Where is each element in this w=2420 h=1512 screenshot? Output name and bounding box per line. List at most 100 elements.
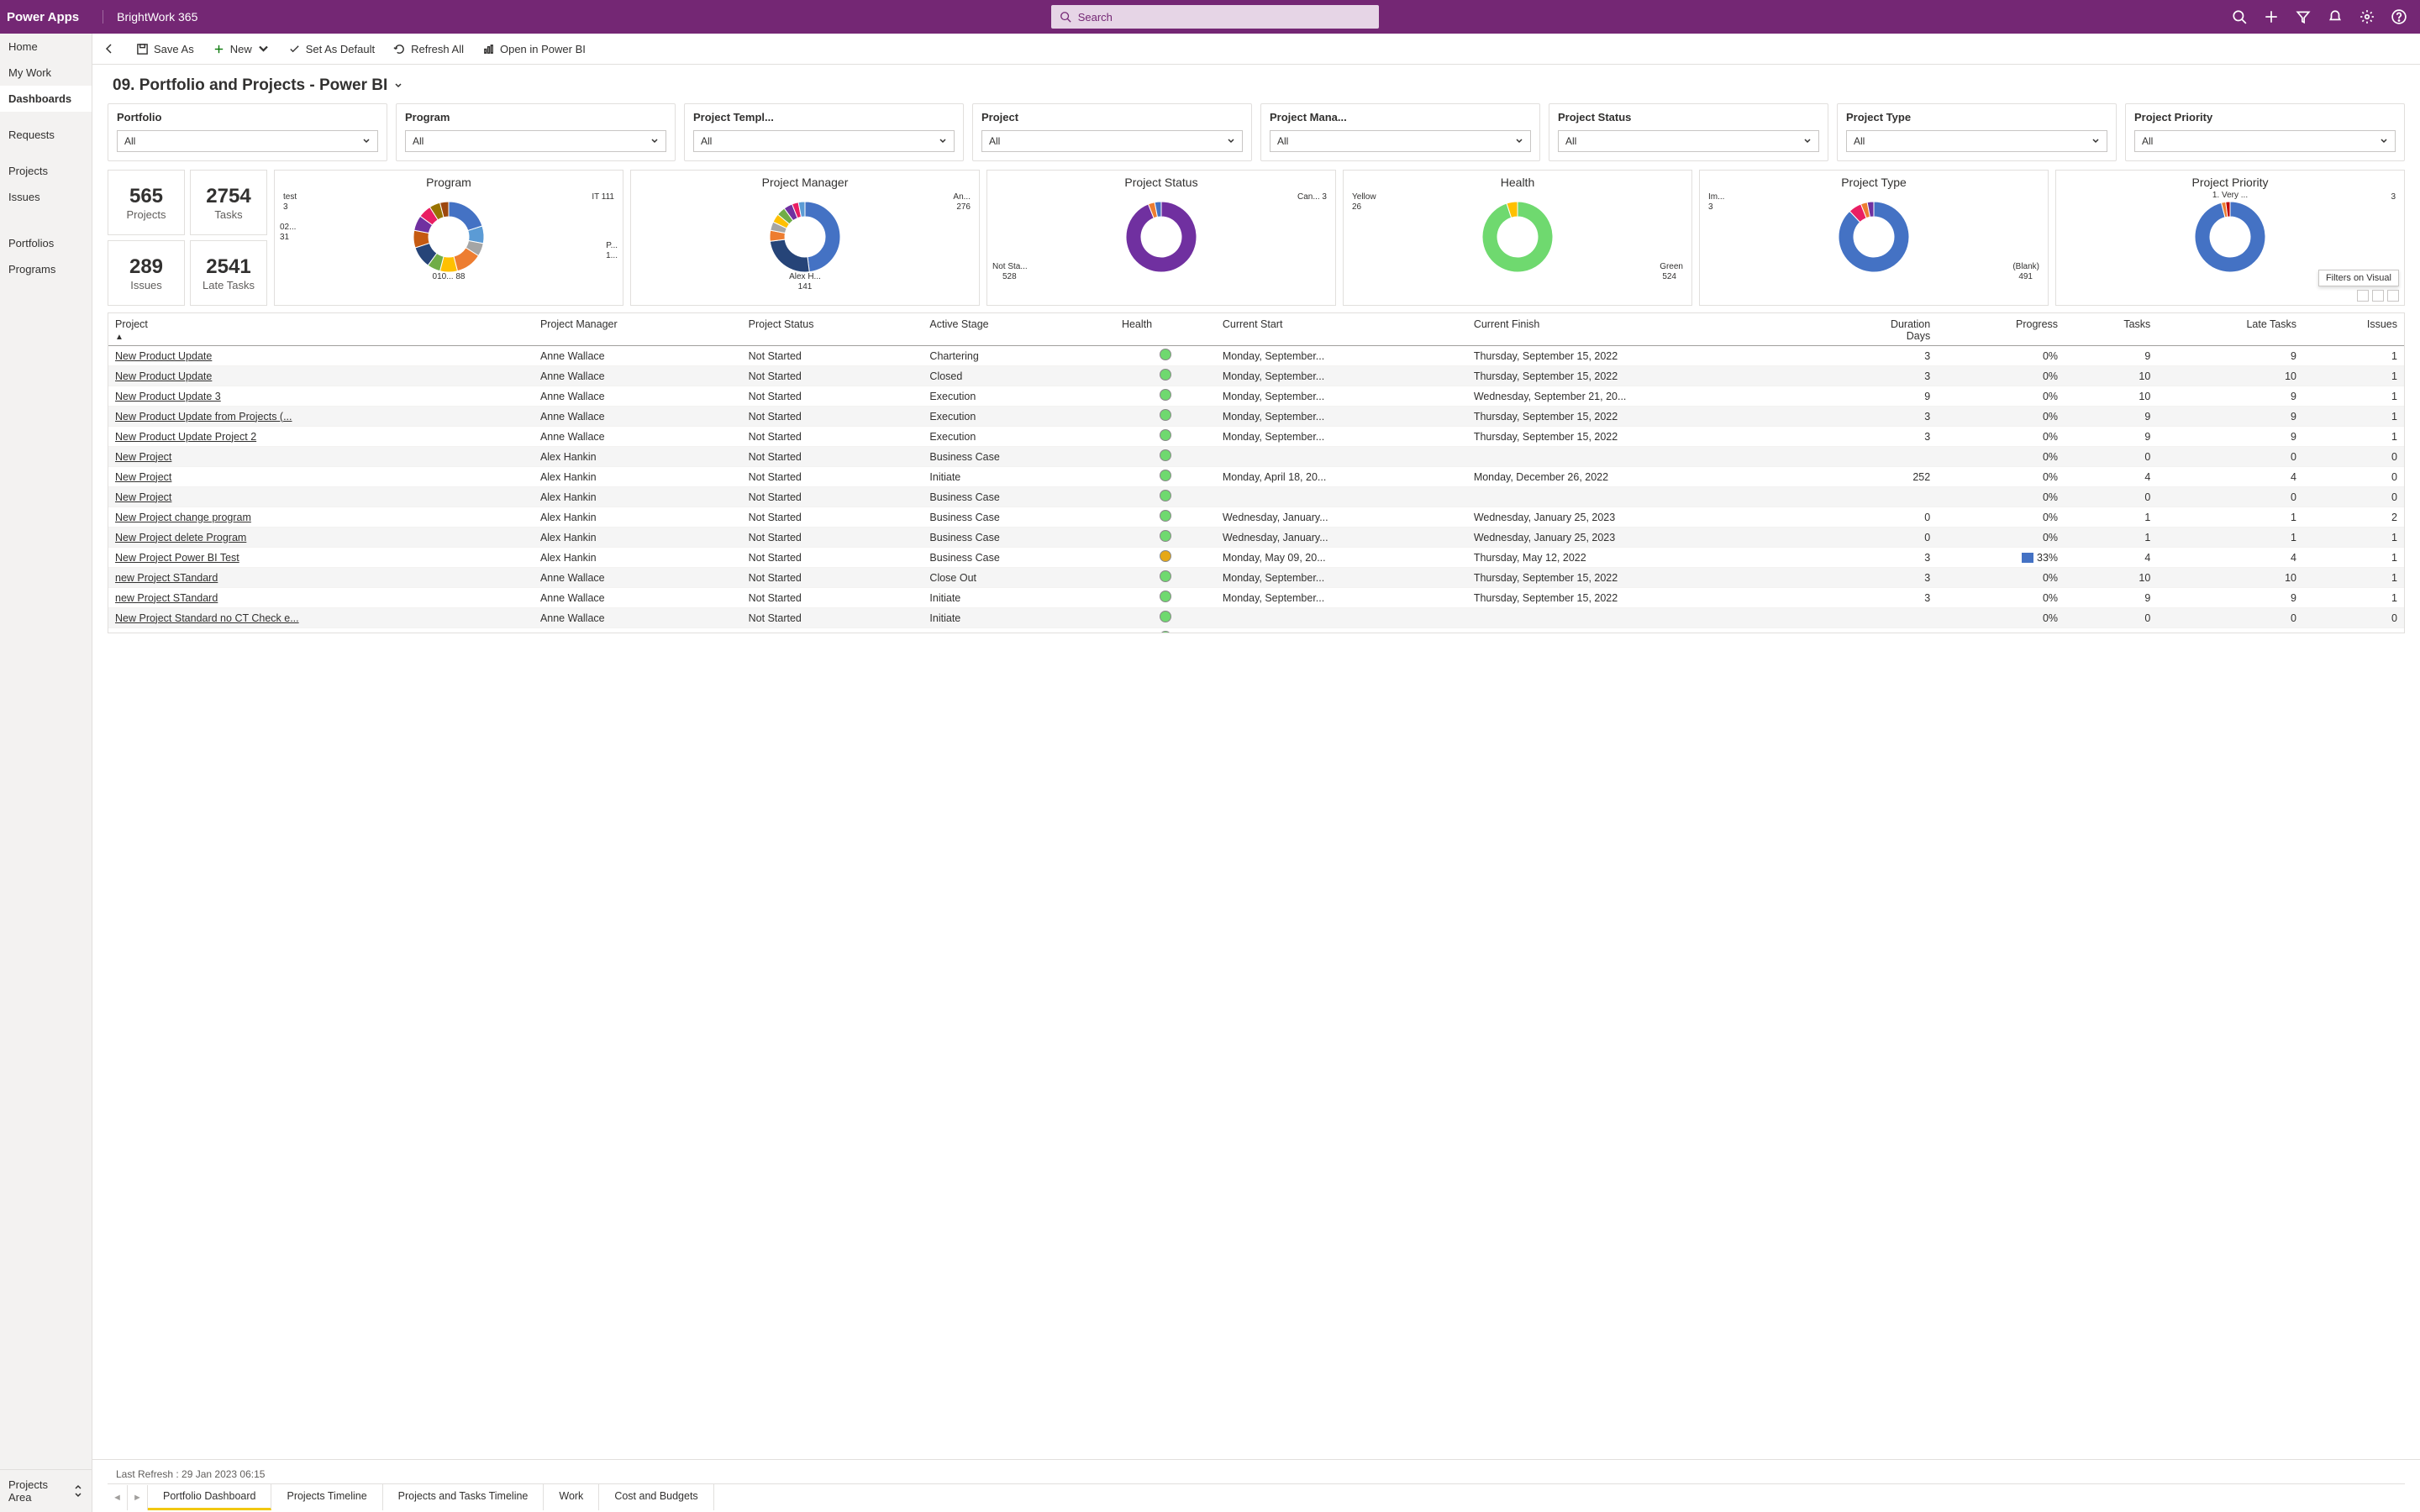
column-header[interactable]: Tasks (2065, 313, 2157, 346)
filter-title: Project Templ... (693, 111, 955, 123)
donut-chart[interactable]: Project Type Im...3(Blank)491 (1699, 170, 2049, 306)
table-row[interactable]: New Project change program Alex HankinNo… (108, 507, 2404, 528)
filter-select[interactable]: All (1846, 130, 2107, 152)
filter-select[interactable]: All (117, 130, 378, 152)
project-link[interactable]: New Project (115, 491, 171, 503)
search-icon[interactable] (2232, 9, 2247, 24)
project-link[interactable]: New Project Power BI Test (115, 552, 239, 564)
sidebar-item[interactable]: Programs (0, 256, 92, 282)
sidebar-item[interactable]: Requests (0, 122, 92, 148)
filter-select[interactable]: All (2134, 130, 2396, 152)
project-link[interactable]: new Project STandard (115, 592, 218, 604)
table-row[interactable]: new Project STandard Anne WallaceNot Sta… (108, 588, 2404, 608)
filter-title: Project Status (1558, 111, 1819, 123)
filters-row: Portfolio All Program All Project Templ.… (108, 103, 2405, 161)
sidebar-item[interactable]: Home (0, 34, 92, 60)
project-link[interactable]: New Product Update (115, 370, 212, 382)
table-row[interactable]: New Project Alex HankinNot StartedBusine… (108, 447, 2404, 467)
open-powerbi-button[interactable]: Open in Power BI (476, 39, 592, 59)
table-row[interactable]: New Product Update Anne WallaceNot Start… (108, 346, 2404, 366)
filter-card: Program All (396, 103, 676, 161)
save-as-button[interactable]: Save As (129, 39, 201, 59)
tab-prev[interactable]: ◄ (108, 1485, 128, 1510)
table-row[interactable]: New Product Update Project 2 Anne Wallac… (108, 427, 2404, 447)
search-icon (1060, 11, 1071, 23)
column-header[interactable]: DurationDays (1815, 313, 1937, 346)
page-title[interactable]: 09. Portfolio and Projects - Power BI (92, 65, 2420, 103)
donut-chart[interactable]: Project Status Can... 3Not Sta...528 (986, 170, 1336, 306)
column-header[interactable]: Project Status (742, 313, 923, 346)
filter-select[interactable]: All (1558, 130, 1819, 152)
filter-icon[interactable] (2296, 9, 2311, 24)
column-header[interactable]: Project Manager (534, 313, 742, 346)
filter-select[interactable]: All (405, 130, 666, 152)
check-icon (288, 43, 301, 55)
report-tab[interactable]: Projects Timeline (271, 1484, 382, 1510)
kpi-tasks: 2754Tasks (190, 170, 267, 235)
filter-select[interactable]: All (693, 130, 955, 152)
project-link[interactable]: New Product Update from Projects (... (115, 411, 292, 423)
report-tab[interactable]: Portfolio Dashboard (148, 1484, 271, 1510)
gear-icon[interactable] (2360, 9, 2375, 24)
column-header[interactable]: Progress (1937, 313, 2065, 346)
project-link[interactable]: New Project (115, 471, 171, 483)
updown-icon (73, 1484, 83, 1498)
project-link[interactable]: New Product Update 3 (115, 391, 221, 402)
project-link[interactable]: New Project (115, 451, 171, 463)
kpi-late-tasks: 2541Late Tasks (190, 240, 267, 306)
project-link[interactable]: New Project Standard no CT Check e... (115, 612, 299, 624)
filter-card: Project Status All (1549, 103, 1828, 161)
kpi-projects: 565Projects (108, 170, 185, 235)
help-icon[interactable] (2391, 9, 2407, 24)
project-link[interactable]: new Project STandard (115, 572, 218, 584)
table-row[interactable]: New Project Standard from Projects (... … (108, 628, 2404, 633)
table-row[interactable]: New Product Update Anne WallaceNot Start… (108, 366, 2404, 386)
sidebar-area-label: Projects Area (8, 1478, 73, 1504)
donut-chart[interactable]: Project Manager An...276Alex H...141 (630, 170, 980, 306)
back-icon[interactable] (103, 42, 116, 55)
new-button[interactable]: New (206, 39, 276, 59)
column-header[interactable]: Current Start (1216, 313, 1467, 346)
table-row[interactable]: New Project Alex HankinNot StartedInitia… (108, 467, 2404, 487)
column-header[interactable]: Current Finish (1467, 313, 1815, 346)
tab-next[interactable]: ► (128, 1485, 148, 1510)
column-header[interactable]: Issues (2303, 313, 2404, 346)
donut-chart[interactable]: Project Priority 1. Very ...3Filters on … (2055, 170, 2405, 306)
report-tab[interactable]: Projects and Tasks Timeline (383, 1484, 544, 1510)
column-header[interactable]: Project▲ (108, 313, 534, 346)
sidebar-item[interactable]: Projects (0, 158, 92, 184)
sidebar-item[interactable]: Dashboards (0, 86, 92, 112)
column-header[interactable]: Active Stage (923, 313, 1115, 346)
table-row[interactable]: New Project delete Program Alex HankinNo… (108, 528, 2404, 548)
table-row[interactable]: New Project Power BI Test Alex HankinNot… (108, 548, 2404, 568)
report-tab[interactable]: Cost and Budgets (599, 1484, 713, 1510)
table-row[interactable]: New Product Update from Projects (... An… (108, 407, 2404, 427)
sidebar-item[interactable]: My Work (0, 60, 92, 86)
filter-select[interactable]: All (1270, 130, 1531, 152)
donut-chart[interactable]: Program test302...31IT 111P...1...010...… (274, 170, 623, 306)
project-link[interactable]: New Project change program (115, 512, 251, 523)
sidebar-item[interactable]: Issues (0, 184, 92, 210)
set-default-button[interactable]: Set As Default (281, 39, 381, 59)
chevron-down-icon (2380, 137, 2388, 145)
search-input[interactable]: Search (1051, 5, 1379, 29)
sidebar-item[interactable]: Portfolios (0, 230, 92, 256)
table-row[interactable]: New Product Update 3 Anne WallaceNot Sta… (108, 386, 2404, 407)
project-link[interactable]: New Project delete Program (115, 532, 246, 543)
column-header[interactable]: Health (1115, 313, 1216, 346)
visual-toolbar[interactable] (2357, 290, 2399, 302)
refresh-button[interactable]: Refresh All (387, 39, 471, 59)
table-row[interactable]: New Project Alex HankinNot StartedBusine… (108, 487, 2404, 507)
donut-chart[interactable]: Health Yellow26Green524 (1343, 170, 1692, 306)
report-tab[interactable]: Work (544, 1484, 599, 1510)
plus-icon[interactable] (2264, 9, 2279, 24)
sidebar-area-switcher[interactable]: Projects Area (0, 1469, 92, 1512)
bell-icon[interactable] (2328, 9, 2343, 24)
column-header[interactable]: Late Tasks (2157, 313, 2303, 346)
filter-select[interactable]: All (981, 130, 1243, 152)
table-row[interactable]: new Project STandard Anne WallaceNot Sta… (108, 568, 2404, 588)
table-row[interactable]: New Project Standard no CT Check e... An… (108, 608, 2404, 628)
project-link[interactable]: New Product Update Project 2 (115, 431, 256, 443)
chart-title: Project Priority (2191, 176, 2268, 189)
project-link[interactable]: New Product Update (115, 350, 212, 362)
